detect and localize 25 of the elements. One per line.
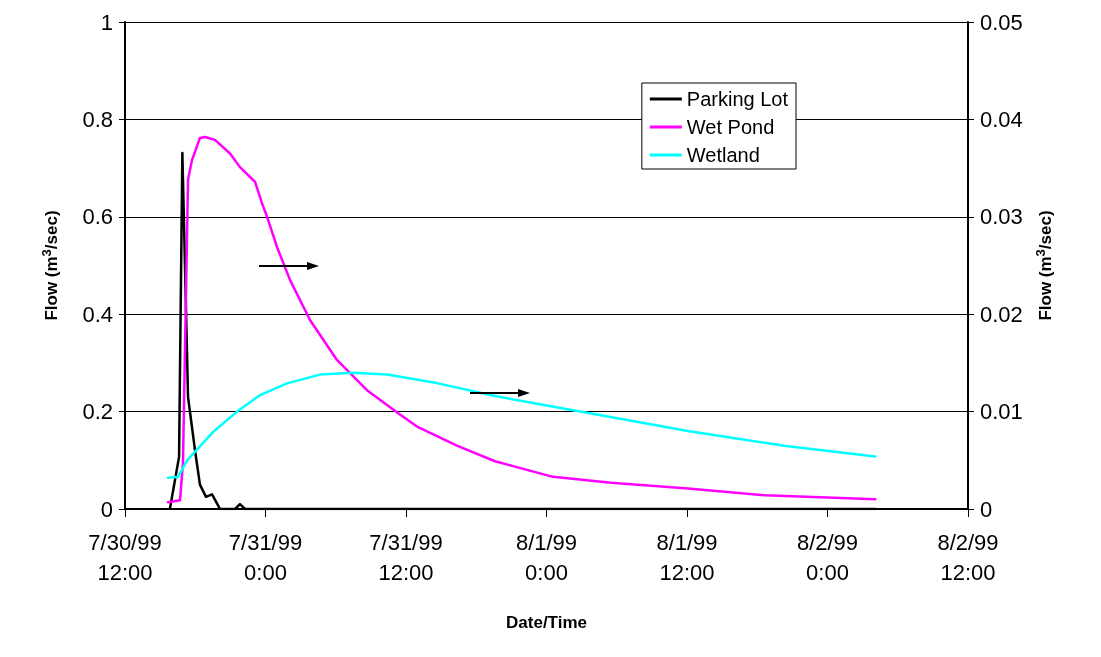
y-tick-label: 0.4 bbox=[82, 301, 113, 327]
legend-label: Wetland bbox=[686, 144, 760, 166]
y2-tick-label: 0.01 bbox=[980, 399, 1023, 425]
legend-label: Parking Lot bbox=[686, 88, 789, 110]
y-axis-title: Flow (m3/sec) bbox=[39, 210, 61, 321]
y2-tick-label: 0.04 bbox=[980, 106, 1023, 132]
y-tick-label: 0.2 bbox=[82, 399, 113, 425]
y-tick-label: 0.6 bbox=[82, 204, 113, 230]
y-tick-label: 0.8 bbox=[82, 106, 113, 132]
y2-tick-label: 0.05 bbox=[980, 9, 1023, 35]
x-tick-label: 8/1/99 12:00 bbox=[656, 529, 718, 585]
x-tick-label: 8/2/99 12:00 bbox=[937, 529, 999, 585]
y2-tick-label: 0.03 bbox=[980, 204, 1023, 230]
x-tick-label: 7/30/99 12:00 bbox=[88, 529, 162, 585]
x-tick-label: 8/2/99 0:00 bbox=[796, 529, 859, 585]
x-tick-label: 7/31/99 0:00 bbox=[228, 529, 303, 585]
y-tick-label: 1 bbox=[100, 9, 113, 35]
legend-label: Wet Pond bbox=[686, 116, 775, 138]
y2-axis-title: Flow (m3/sec) bbox=[1032, 210, 1055, 321]
x-axis-title: Date/Time bbox=[506, 613, 587, 632]
y2-tick-label: 0.02 bbox=[980, 301, 1023, 327]
x-tick-label: 8/1/99 0:00 bbox=[515, 529, 578, 585]
y2-tick-label: 0 bbox=[980, 496, 993, 522]
x-tick-label: 7/31/99 12:00 bbox=[369, 529, 443, 585]
y-tick-label: 0 bbox=[100, 496, 113, 522]
